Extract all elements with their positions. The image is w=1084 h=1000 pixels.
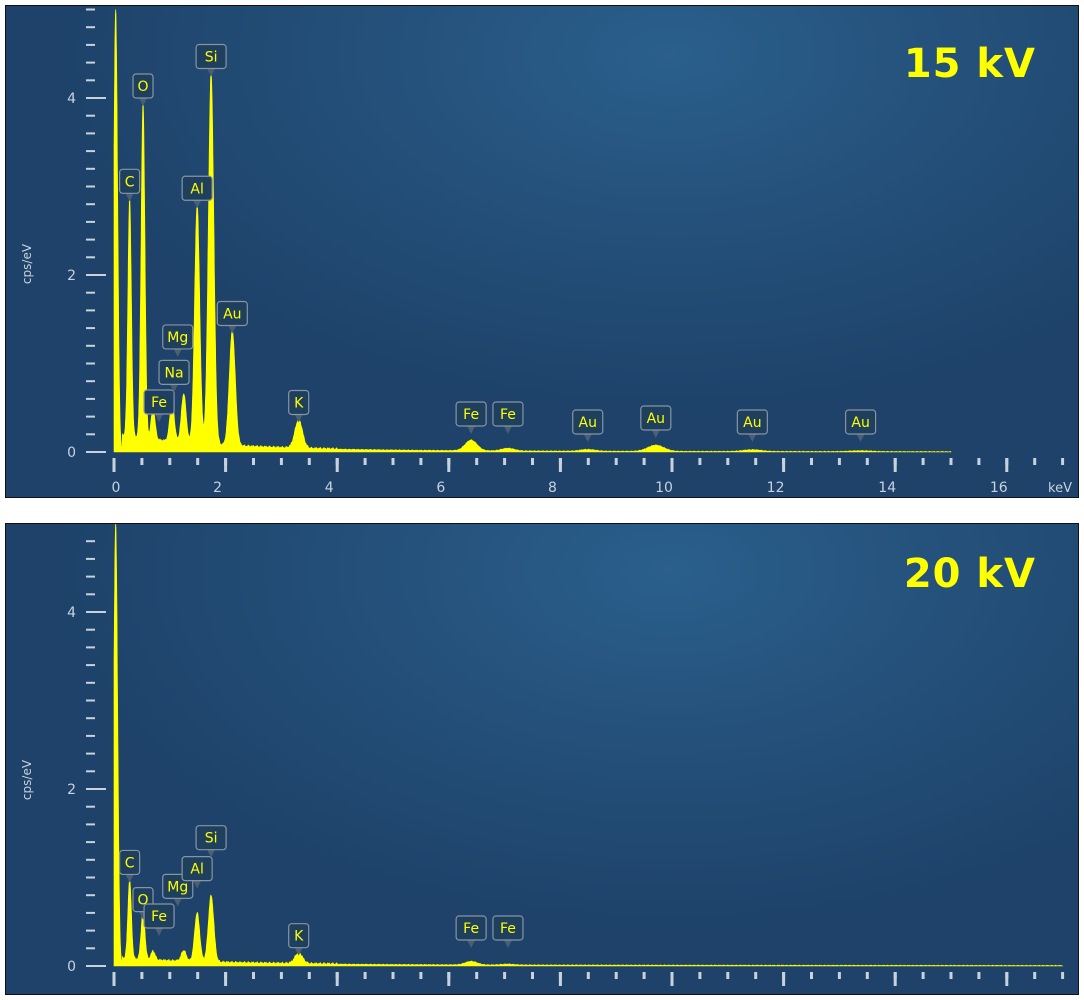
x-tick-label: 16 <box>990 994 1008 995</box>
peak-label: Fe <box>151 909 167 925</box>
peak-label: Al <box>190 862 203 878</box>
peak-label-box <box>455 401 487 427</box>
peak-label: Fe <box>463 921 479 937</box>
peak-label: Fe <box>463 407 479 423</box>
x-tick-label: 16 <box>990 480 1008 496</box>
peak-label: Au <box>647 411 665 427</box>
y-axis-label: cps/eV <box>20 759 34 800</box>
peak-label: K <box>294 929 304 945</box>
x-tick-label: 8 <box>548 994 557 995</box>
x-tick-label: 6 <box>436 994 445 995</box>
y-minor-ticks <box>86 540 95 967</box>
peak-label: O <box>138 79 149 95</box>
peak-label-box <box>492 401 524 427</box>
peak-label-box <box>181 175 213 201</box>
y-tick-label: 2 <box>67 268 76 284</box>
peak-label-box <box>455 915 487 941</box>
x-tick-label: 2 <box>213 480 222 496</box>
y-tick-label: 0 <box>67 959 76 975</box>
peak-label-box <box>288 923 310 949</box>
y-tick-label: 0 <box>67 445 76 461</box>
peak-label: Al <box>190 181 203 197</box>
spectrum-chart-20kv: cps/eV0240246810121416keVCOFeMgAlSiKFeFe <box>20 524 1065 995</box>
spectrum-panel-20kv: cps/eV0240246810121416keVCOFeMgAlSiKFeFe… <box>5 523 1079 995</box>
y-axis-label: cps/eV <box>20 243 34 284</box>
peak-label: Fe <box>151 395 167 411</box>
peak-label-box <box>216 300 248 327</box>
peak-label-box <box>736 409 768 435</box>
peak-label: C <box>125 174 135 190</box>
spectrum-chart-15kv: cps/eV 0 2 4 0 2 4 6 8 10 12 14 16 keV C O Fe Na Mg Al Si Au K… <box>20 8 1072 496</box>
x-tick-label: 4 <box>325 480 334 496</box>
peak-label-box <box>845 409 877 435</box>
peak-label-box <box>119 849 141 876</box>
x-tick-label: 14 <box>878 994 896 995</box>
y-tick-label: 4 <box>67 91 76 107</box>
y-tick-label: 2 <box>67 782 76 798</box>
x-tick-label: 2 <box>213 994 222 995</box>
peak-label-box <box>162 324 194 350</box>
peak-label: O <box>138 893 149 909</box>
peak-label-box <box>492 915 524 941</box>
chart-title: 20 kV <box>903 551 1036 597</box>
x-tick-label: 12 <box>767 480 785 496</box>
x-tick-label: 12 <box>767 994 785 995</box>
peak-label-box <box>158 359 190 385</box>
peak-labels: C O Fe Na Mg Al Si Au K Fe Fe Au Au Au Au <box>119 43 877 442</box>
peak-label: Fe <box>500 921 516 937</box>
peak-label: K <box>294 395 304 411</box>
peak-label: Au <box>743 415 761 431</box>
peak-label: Fe <box>500 407 516 423</box>
peak-label-box <box>181 856 213 882</box>
x-tick-label: 6 <box>436 480 445 496</box>
y-tick-label: 4 <box>67 605 76 621</box>
peak-label-box <box>119 168 141 194</box>
peak-label-box <box>195 825 227 851</box>
peak-label: Au <box>223 307 241 323</box>
peak-label: Si <box>205 49 218 65</box>
x-tick-label: 10 <box>655 480 673 496</box>
x-axis-label: keV <box>1048 481 1072 496</box>
peak-label: C <box>125 855 135 871</box>
peak-label-box <box>132 73 154 99</box>
peak-label: Mg <box>167 879 188 895</box>
x-tick-label: 10 <box>655 994 673 995</box>
peak-label-box <box>288 389 310 416</box>
x-tick-label: 14 <box>878 480 896 496</box>
spectrum-series <box>113 524 1064 967</box>
peak-label-box <box>143 903 175 929</box>
x-tick-label: 4 <box>325 994 334 995</box>
peak-label-box <box>640 405 672 431</box>
peak-label-box <box>143 389 175 415</box>
peak-label-box <box>195 43 227 70</box>
peak-label: Au <box>579 415 597 431</box>
x-minor-ticks <box>112 458 1065 465</box>
x-tick-label: 0 <box>112 994 121 995</box>
peak-label: Mg <box>167 330 188 346</box>
peak-label: Si <box>205 831 218 847</box>
x-minor-ticks <box>112 972 1065 979</box>
spectrum-series <box>113 9 952 453</box>
y-minor-ticks <box>86 8 95 453</box>
spectrum-panel-15kv: cps/eV 0 2 4 0 2 4 6 8 10 12 14 16 keV C O Fe Na Mg Al Si Au K… <box>5 5 1079 498</box>
peak-label-box <box>572 409 604 435</box>
x-tick-label: 8 <box>548 480 557 496</box>
peak-label: Na <box>165 365 184 381</box>
peak-label: Au <box>851 415 869 431</box>
chart-title: 15 kV <box>903 41 1036 87</box>
x-tick-label: 0 <box>112 480 121 496</box>
